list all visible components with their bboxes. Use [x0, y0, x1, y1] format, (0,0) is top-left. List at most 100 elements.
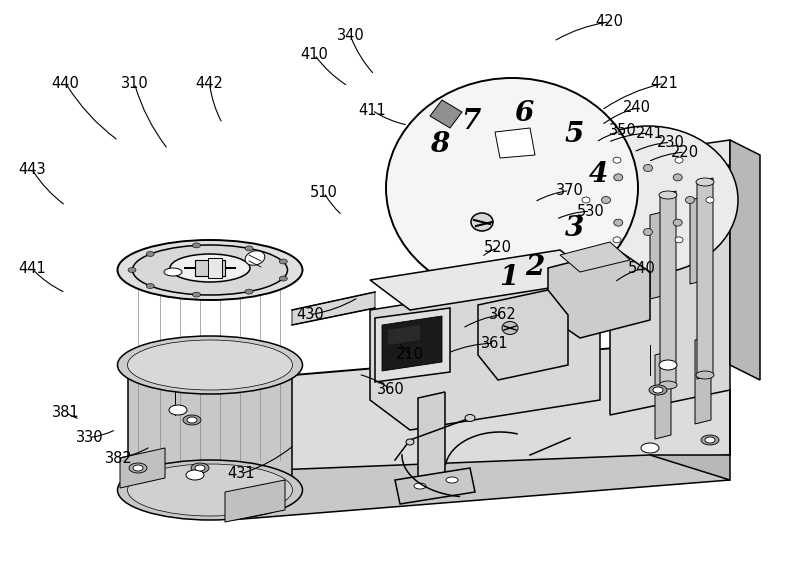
Ellipse shape — [186, 470, 204, 480]
Polygon shape — [375, 308, 450, 382]
Text: 310: 310 — [121, 76, 148, 91]
Polygon shape — [655, 351, 671, 439]
Ellipse shape — [643, 165, 653, 172]
Ellipse shape — [701, 435, 719, 445]
Text: 4: 4 — [589, 161, 608, 188]
Text: 530: 530 — [577, 204, 604, 219]
Ellipse shape — [705, 437, 715, 443]
Ellipse shape — [193, 292, 201, 297]
Text: 6: 6 — [514, 100, 534, 127]
Ellipse shape — [643, 228, 653, 235]
Polygon shape — [560, 242, 630, 272]
Ellipse shape — [649, 385, 667, 395]
Polygon shape — [150, 455, 730, 520]
Ellipse shape — [465, 414, 475, 421]
Text: 350: 350 — [609, 123, 636, 138]
Polygon shape — [650, 455, 730, 480]
Text: 5: 5 — [565, 122, 584, 149]
Text: 420: 420 — [595, 14, 624, 29]
Text: 1: 1 — [499, 264, 518, 291]
Ellipse shape — [659, 381, 677, 389]
Ellipse shape — [146, 251, 154, 257]
Text: 362: 362 — [489, 307, 516, 322]
Ellipse shape — [193, 243, 201, 248]
Ellipse shape — [613, 157, 621, 163]
Text: 340: 340 — [337, 28, 364, 43]
Text: 382: 382 — [105, 451, 132, 466]
Ellipse shape — [686, 196, 694, 204]
Ellipse shape — [118, 460, 302, 520]
Ellipse shape — [128, 267, 136, 273]
Text: 510: 510 — [310, 185, 338, 200]
Ellipse shape — [170, 254, 250, 282]
Ellipse shape — [386, 78, 638, 298]
Text: 431: 431 — [228, 466, 255, 481]
Polygon shape — [208, 258, 222, 278]
Ellipse shape — [187, 417, 197, 423]
Polygon shape — [430, 100, 462, 128]
Text: 230: 230 — [657, 135, 684, 150]
Text: 443: 443 — [18, 162, 46, 177]
Polygon shape — [128, 360, 292, 475]
Polygon shape — [478, 290, 568, 380]
Text: 411: 411 — [358, 103, 386, 118]
Polygon shape — [660, 191, 676, 389]
Ellipse shape — [279, 276, 287, 281]
Polygon shape — [555, 140, 730, 190]
Text: 430: 430 — [297, 307, 324, 322]
Text: 540: 540 — [628, 261, 655, 276]
Ellipse shape — [675, 237, 683, 243]
Text: 370: 370 — [556, 183, 583, 198]
Ellipse shape — [245, 246, 253, 251]
Ellipse shape — [675, 157, 683, 163]
Polygon shape — [548, 250, 650, 338]
Ellipse shape — [279, 259, 287, 264]
Text: 440: 440 — [52, 76, 79, 91]
Text: 421: 421 — [650, 76, 678, 91]
Text: 2: 2 — [526, 254, 545, 281]
Ellipse shape — [673, 219, 682, 226]
Ellipse shape — [696, 371, 714, 379]
Text: 520: 520 — [483, 241, 512, 255]
Text: 210: 210 — [396, 347, 424, 362]
Ellipse shape — [164, 268, 182, 276]
Ellipse shape — [195, 465, 205, 471]
Text: 410: 410 — [301, 47, 328, 62]
Ellipse shape — [118, 240, 302, 300]
Ellipse shape — [414, 483, 426, 489]
Ellipse shape — [558, 126, 738, 274]
Polygon shape — [120, 448, 165, 488]
Ellipse shape — [245, 289, 253, 294]
Text: 441: 441 — [18, 261, 46, 276]
Ellipse shape — [129, 463, 147, 473]
Polygon shape — [225, 480, 285, 522]
Text: 442: 442 — [196, 76, 223, 91]
Ellipse shape — [673, 174, 682, 181]
Ellipse shape — [471, 213, 493, 231]
Polygon shape — [495, 128, 535, 158]
Ellipse shape — [614, 174, 623, 181]
Ellipse shape — [641, 443, 659, 453]
Ellipse shape — [602, 196, 610, 204]
Polygon shape — [388, 325, 420, 345]
Polygon shape — [195, 260, 225, 276]
Polygon shape — [418, 392, 445, 494]
Ellipse shape — [613, 237, 621, 243]
Ellipse shape — [146, 284, 154, 289]
Ellipse shape — [653, 387, 663, 393]
Text: 360: 360 — [377, 382, 404, 397]
Ellipse shape — [191, 463, 209, 473]
Polygon shape — [370, 250, 600, 310]
Ellipse shape — [614, 219, 623, 226]
Ellipse shape — [502, 321, 518, 335]
Ellipse shape — [406, 439, 414, 445]
Text: 240: 240 — [623, 100, 651, 115]
Text: 8: 8 — [430, 131, 450, 158]
Text: 381: 381 — [52, 405, 79, 420]
Polygon shape — [150, 345, 730, 495]
Ellipse shape — [659, 191, 677, 199]
Text: 220: 220 — [670, 145, 699, 160]
Polygon shape — [395, 468, 475, 504]
Polygon shape — [370, 280, 600, 430]
Polygon shape — [382, 316, 442, 371]
